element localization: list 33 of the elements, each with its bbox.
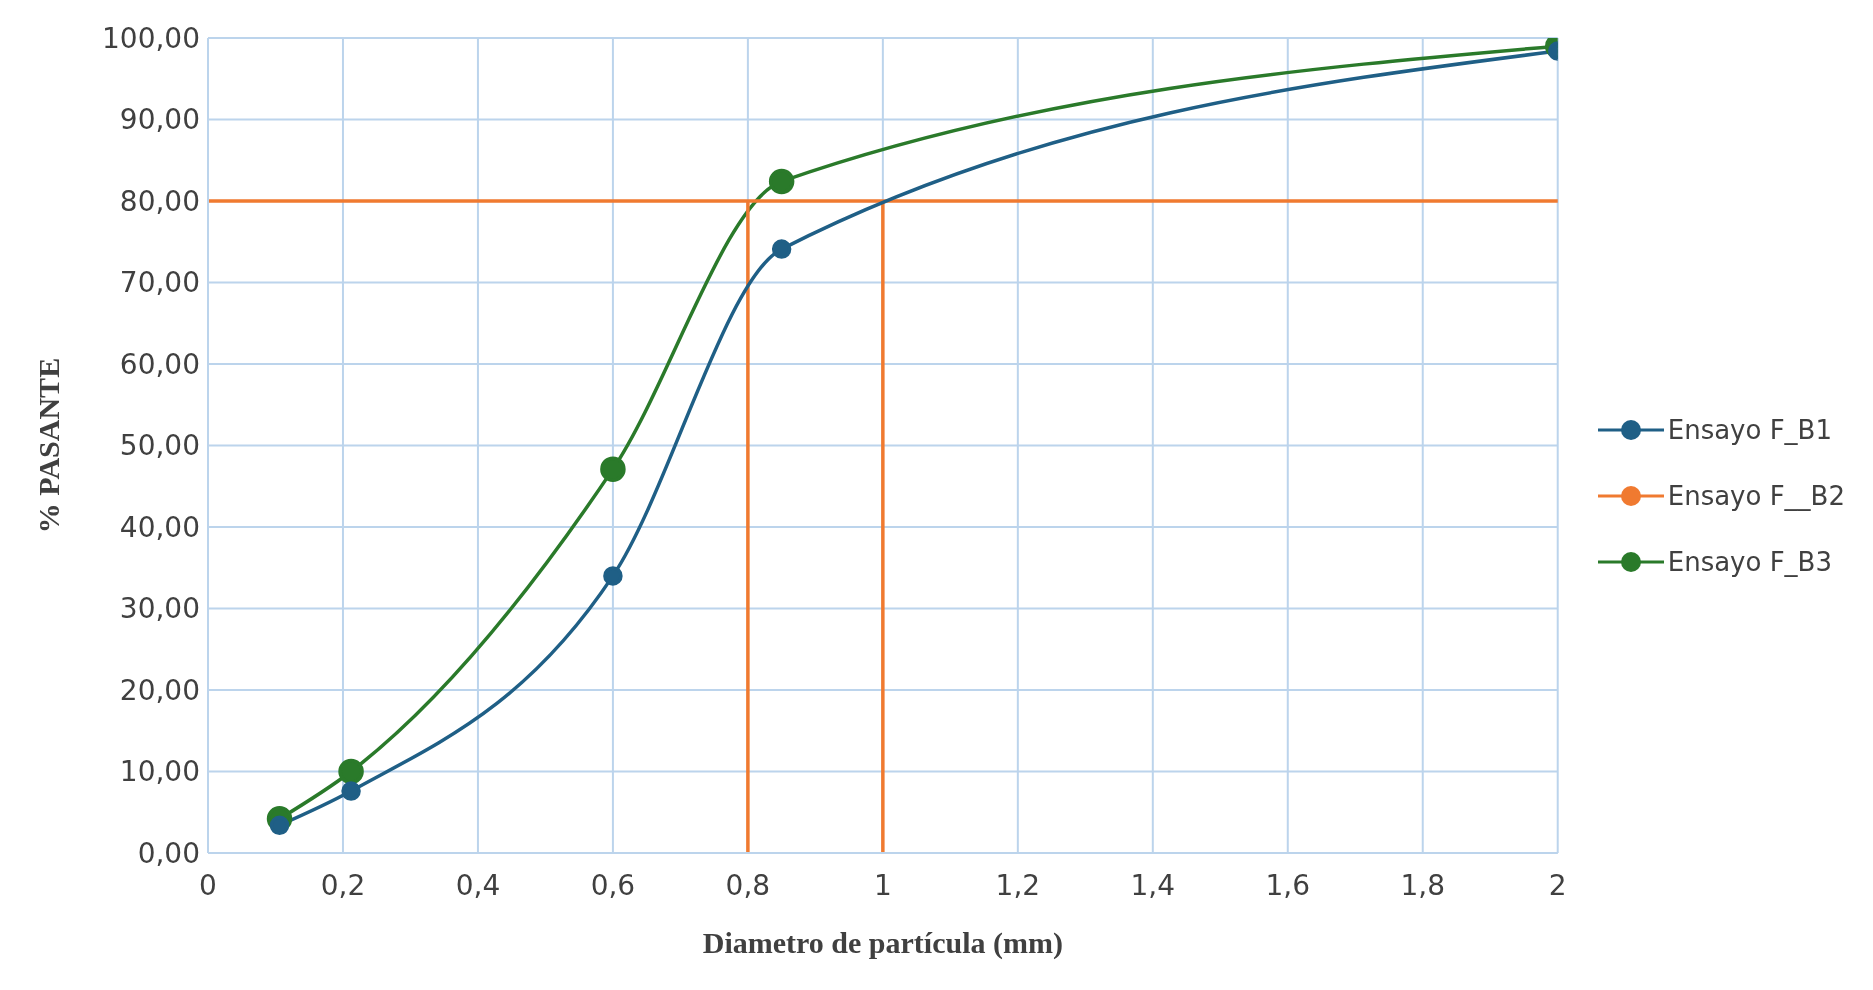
x-tick-label: 0 <box>199 868 217 902</box>
legend-label: Ensayo F_B3 <box>1667 546 1832 577</box>
y-tick-label: 30,00 <box>119 592 200 626</box>
y-tick-label: 0,00 <box>137 836 200 870</box>
y-tick-label: 50,00 <box>119 429 200 463</box>
point <box>768 168 795 195</box>
x-tick-label: 2 <box>1548 868 1567 902</box>
y-tick-label: 20,00 <box>119 673 200 707</box>
x-tick-label: 1,6 <box>1265 868 1311 902</box>
y-tick-label: 80,00 <box>119 184 200 218</box>
point <box>603 566 623 586</box>
point <box>341 781 361 801</box>
x-tick-label: 0,2 <box>320 868 366 902</box>
x-tick-label: 1,4 <box>1130 868 1176 902</box>
x-tick-label: 1,2 <box>995 868 1041 902</box>
y-axis-title: % PASANTE <box>31 357 65 534</box>
x-axis-title: Diametro de partícula (mm) <box>702 926 1063 960</box>
point <box>600 456 626 482</box>
point <box>771 239 792 259</box>
y-tick-label: 100,00 <box>102 21 200 55</box>
y-tick-label: 70,00 <box>119 266 200 300</box>
point <box>338 758 364 785</box>
y-tick-label: 10,00 <box>119 755 200 789</box>
y-tick-label: 40,00 <box>119 510 200 544</box>
y-tick-label: 60,00 <box>119 347 200 381</box>
x-tick-label: 0,8 <box>725 868 771 902</box>
y-tick-label: 90,00 <box>119 103 200 137</box>
x-tick-label: 1,8 <box>1400 868 1446 902</box>
x-tick-label: 0,6 <box>590 868 636 902</box>
x-tick-label: 1 <box>873 868 892 902</box>
legend-label: Ensayo F__B2 <box>1667 480 1845 511</box>
x-tick-label: 0,4 <box>455 868 501 902</box>
legend-label: Ensayo F_B1 <box>1667 414 1832 445</box>
